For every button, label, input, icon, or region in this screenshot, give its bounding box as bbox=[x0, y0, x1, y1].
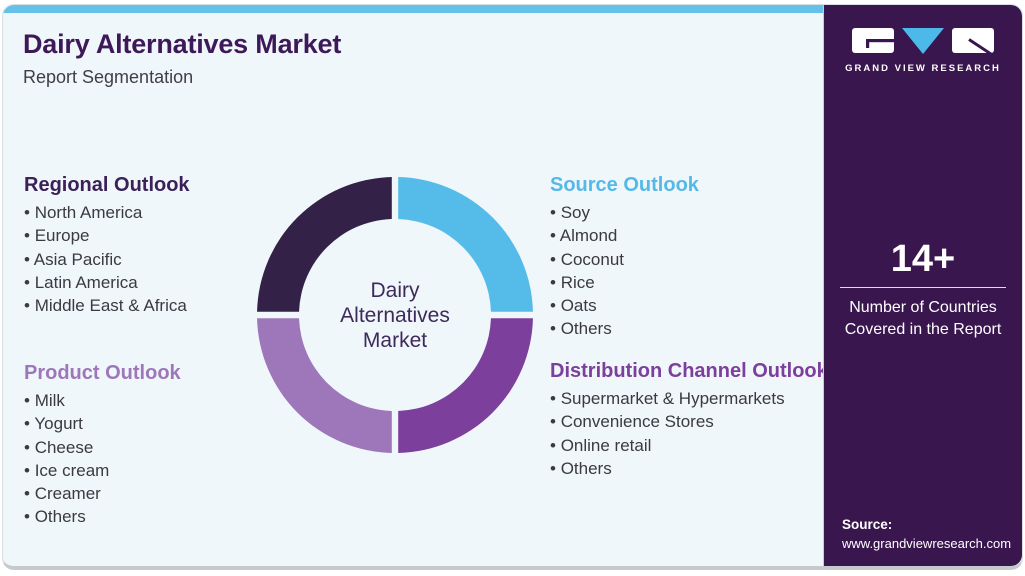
section-title-product: Product Outlook bbox=[24, 362, 181, 384]
section-title-distribution: Distribution Channel Outlook bbox=[550, 360, 828, 382]
list-item: Coconut bbox=[550, 248, 820, 271]
donut-center-label: Dairy Alternatives Market bbox=[340, 278, 450, 352]
regional-list: North AmericaEuropeAsia PacificLatin Ame… bbox=[24, 201, 264, 317]
page-subtitle: Report Segmentation bbox=[23, 67, 194, 87]
donut-chart: Dairy Alternatives Market bbox=[255, 175, 535, 455]
source-label: Source: bbox=[842, 517, 893, 532]
source-block: Source: www.grandviewresearch.com bbox=[842, 517, 1011, 551]
list-item: Almond bbox=[550, 224, 820, 247]
list-item: Yogurt bbox=[24, 412, 264, 435]
list-item: Soy bbox=[550, 201, 820, 224]
list-item: Online retail bbox=[550, 434, 835, 457]
list-item: Others bbox=[550, 317, 820, 340]
list-item: Europe bbox=[24, 224, 264, 247]
gvr-logo-text: GRAND VIEW RESEARCH bbox=[845, 63, 1001, 74]
page-title: Dairy Alternatives Market bbox=[23, 29, 342, 59]
gvr-logo-icon bbox=[852, 28, 994, 57]
countries-stat: 14+ Number of Countries Covered in the R… bbox=[824, 238, 1022, 340]
section-regional-outlook: Regional Outlook North AmericaEuropeAsia… bbox=[24, 173, 264, 317]
stat-value: 14+ bbox=[890, 238, 956, 280]
list-item: Oats bbox=[550, 294, 820, 317]
section-title-regional: Regional Outlook bbox=[24, 174, 190, 196]
stat-label: Number of Countries Covered in the Repor… bbox=[844, 299, 1002, 338]
source-list: SoyAlmondCoconutRiceOatsOthers bbox=[550, 201, 820, 341]
list-item: Rice bbox=[550, 271, 820, 294]
header: Dairy Alternatives Market Report Segment… bbox=[23, 29, 341, 88]
list-item: Ice cream bbox=[24, 459, 264, 482]
list-item: Supermarket & Hypermarkets bbox=[550, 387, 835, 410]
section-product-outlook: Product Outlook MilkYogurtCheeseIce crea… bbox=[24, 361, 264, 529]
product-list: MilkYogurtCheeseIce creamCreamerOthers bbox=[24, 389, 264, 529]
list-item: Asia Pacific bbox=[24, 248, 264, 271]
donut-segment-regional bbox=[257, 177, 392, 312]
list-item: Others bbox=[24, 505, 264, 528]
distribution-list: Supermarket & HypermarketsConvenience St… bbox=[550, 387, 835, 480]
stat-divider bbox=[840, 287, 1006, 288]
list-item: Convenience Stores bbox=[550, 410, 835, 433]
list-item: Milk bbox=[24, 389, 264, 412]
list-item: Others bbox=[550, 457, 835, 480]
gvr-logo: GRAND VIEW RESEARCH bbox=[824, 27, 1022, 74]
list-item: Latin America bbox=[24, 271, 264, 294]
donut-segment-source bbox=[398, 177, 533, 312]
top-accent-bar bbox=[3, 5, 1022, 13]
list-item: North America bbox=[24, 201, 264, 224]
source-url: www.grandviewresearch.com bbox=[842, 536, 1012, 551]
list-item: Cheese bbox=[24, 436, 264, 459]
list-item: Middle East & Africa bbox=[24, 294, 264, 317]
sidebar: GRAND VIEW RESEARCH 14+ Number of Countr… bbox=[823, 5, 1022, 566]
list-item: Creamer bbox=[24, 482, 264, 505]
donut-segment-distribution bbox=[398, 318, 533, 453]
donut-segment-product bbox=[257, 318, 392, 453]
donut-chart-svg bbox=[257, 177, 533, 453]
report-card: Dairy Alternatives Market Report Segment… bbox=[2, 4, 1023, 570]
section-source-outlook: Source Outlook SoyAlmondCoconutRiceOatsO… bbox=[550, 173, 820, 341]
section-distribution-outlook: Distribution Channel Outlook Supermarket… bbox=[550, 359, 835, 480]
section-title-source: Source Outlook bbox=[550, 174, 699, 196]
